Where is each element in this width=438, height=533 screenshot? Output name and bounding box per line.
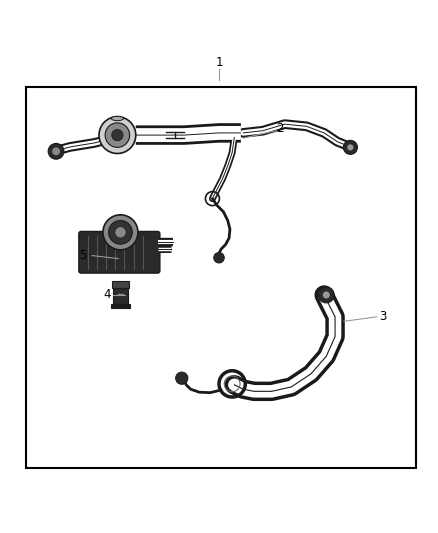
- Ellipse shape: [111, 116, 124, 120]
- FancyBboxPatch shape: [111, 304, 130, 308]
- Circle shape: [318, 287, 334, 303]
- Circle shape: [48, 143, 64, 159]
- Circle shape: [105, 123, 130, 147]
- Text: 1: 1: [215, 56, 223, 69]
- Circle shape: [112, 130, 123, 141]
- FancyBboxPatch shape: [112, 281, 129, 288]
- Text: 2: 2: [276, 122, 284, 135]
- Circle shape: [103, 215, 138, 250]
- Text: 5: 5: [80, 249, 87, 262]
- Circle shape: [109, 221, 132, 244]
- Circle shape: [343, 140, 357, 155]
- Bar: [26, 87, 416, 468]
- Circle shape: [347, 144, 353, 150]
- Text: 3: 3: [380, 310, 387, 324]
- FancyBboxPatch shape: [113, 288, 128, 304]
- FancyBboxPatch shape: [79, 231, 160, 273]
- Circle shape: [323, 292, 330, 298]
- Circle shape: [52, 147, 60, 155]
- Circle shape: [99, 117, 136, 154]
- Circle shape: [214, 253, 224, 263]
- Text: 4: 4: [103, 288, 111, 302]
- Circle shape: [176, 372, 188, 384]
- Circle shape: [115, 227, 126, 238]
